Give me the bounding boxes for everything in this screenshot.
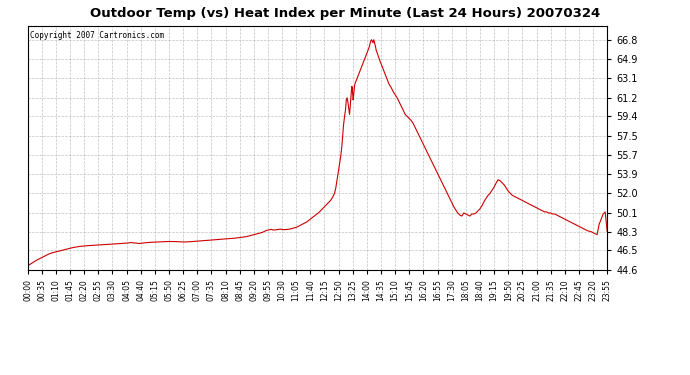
Text: Outdoor Temp (vs) Heat Index per Minute (Last 24 Hours) 20070324: Outdoor Temp (vs) Heat Index per Minute …: [90, 8, 600, 21]
Text: Copyright 2007 Cartronics.com: Copyright 2007 Cartronics.com: [30, 31, 165, 40]
